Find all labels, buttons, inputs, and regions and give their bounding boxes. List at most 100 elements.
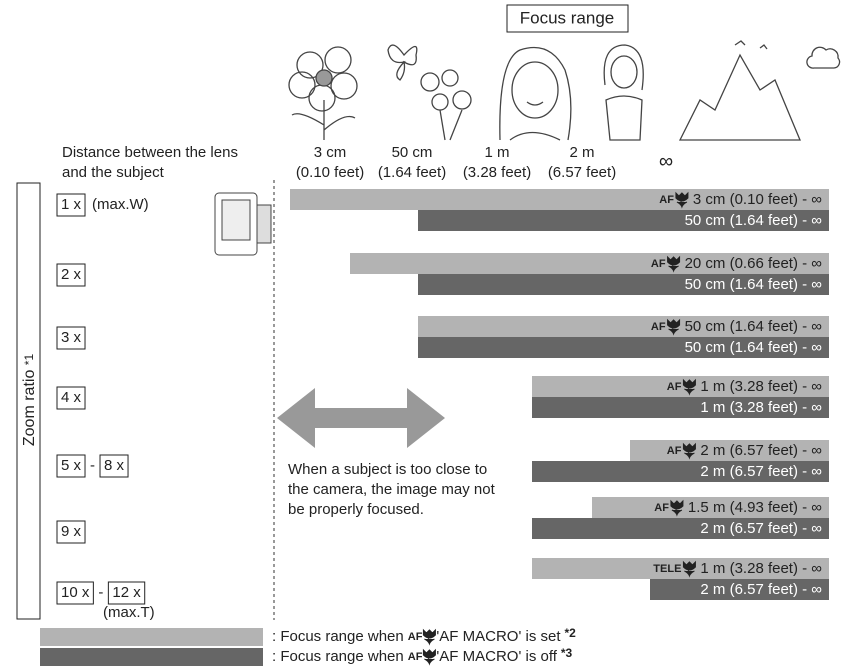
legend-footnote: *3 (561, 646, 573, 660)
macro-prefix: AF (667, 445, 682, 457)
macro-icon (670, 499, 684, 517)
macro-bar (350, 253, 829, 274)
zoom-separator: - (90, 457, 95, 474)
zoom-note: *1 (22, 354, 36, 366)
note-line: be properly focused. (288, 501, 424, 518)
distance-label: (0.10 feet) (296, 164, 364, 181)
person-far (603, 44, 644, 141)
title: Focus range (520, 8, 615, 27)
macro-range: 50 cm (1.64 feet) - ∞ (685, 318, 823, 335)
normal-bar (650, 579, 829, 600)
zoom-box (107, 581, 146, 605)
macro-bar (592, 497, 829, 518)
macro-icon (667, 255, 681, 273)
normal-range: 50 cm (1.64 feet) - ∞ (685, 212, 823, 229)
macro-icon (422, 648, 436, 666)
legend-text: 'AF MACRO' is off (436, 648, 557, 665)
zoom-box (99, 454, 129, 478)
normal-range: 2 m (6.57 feet) - ∞ (700, 520, 822, 537)
normal-range: 50 cm (1.64 feet) - ∞ (685, 339, 823, 356)
zoom-box (56, 193, 86, 217)
zoom-separator: - (98, 584, 103, 601)
macro-bar (630, 440, 829, 461)
macro-prefix: AF (667, 381, 682, 393)
normal-bar (532, 397, 829, 418)
zoom-value: 12 x (112, 584, 141, 601)
zoom-value: 3 x (61, 329, 82, 346)
zoom-box (56, 520, 86, 544)
distance-label: 50 cm (392, 144, 433, 161)
legend-prefix: AF (408, 631, 423, 643)
normal-bar (532, 518, 829, 539)
legend-text: : Focus range when (272, 628, 404, 645)
macro-range: 2 m (6.57 feet) - ∞ (700, 442, 822, 459)
macro-icon (675, 191, 689, 209)
zoom-box (56, 454, 86, 478)
normal-range: 1 m (3.28 feet) - ∞ (700, 399, 822, 416)
normal-bar (418, 274, 829, 295)
legend-prefix: AF (408, 651, 423, 663)
legend-swatch (40, 628, 263, 646)
zoom-value: 9 x (61, 523, 82, 540)
macro-prefix: AF (651, 321, 666, 333)
distance-label: (1.64 feet) (378, 164, 446, 181)
macro-range: 3 cm (0.10 feet) - ∞ (693, 191, 822, 208)
macro-range: 1 m (3.28 feet) - ∞ (700, 378, 822, 395)
zoom-value: 5 x (61, 457, 82, 474)
macro-prefix: AF (654, 502, 669, 514)
zoom-axis-label: Zoom ratio *1 (21, 354, 38, 447)
normal-range: 2 m (6.57 feet) - ∞ (700, 581, 822, 598)
macro-bar (532, 558, 829, 579)
normal-bar (418, 337, 829, 358)
macro-prefix: AF (651, 258, 666, 270)
zoom-value: 10 x (61, 584, 90, 601)
person-near (499, 46, 572, 141)
zoom-value: 8 x (104, 457, 125, 474)
normal-bar (532, 461, 829, 482)
normal-range: 50 cm (1.64 feet) - ∞ (685, 276, 823, 293)
flower (288, 46, 358, 140)
normal-range: 2 m (6.57 feet) - ∞ (700, 463, 822, 480)
distance-label: (6.57 feet) (548, 164, 616, 181)
camera (214, 192, 272, 256)
title-box (506, 4, 629, 33)
macro-icon (682, 442, 696, 460)
distance-label: (3.28 feet) (463, 164, 531, 181)
macro-prefix: TELE (653, 563, 681, 575)
zoom-box (56, 326, 86, 350)
distance-label: 3 cm (314, 144, 347, 161)
macro-bar (418, 316, 829, 337)
zoom-value: 2 x (61, 266, 82, 283)
macro-range: 20 cm (0.66 feet) - ∞ (685, 255, 823, 272)
legend-footnote: *2 (565, 626, 577, 640)
zoom-box (56, 581, 94, 605)
macro-icon (422, 628, 436, 646)
butterfly (387, 44, 472, 141)
macro-icon (667, 318, 681, 336)
macro-bar (532, 376, 829, 397)
macro-prefix: AF (659, 194, 674, 206)
double-arrow (277, 388, 445, 448)
macro-bar (290, 189, 829, 210)
zoom-note: (max.T) (103, 604, 155, 621)
macro-icon (682, 560, 696, 578)
macro-range: 1 m (3.28 feet) - ∞ (700, 560, 822, 577)
legend-text: 'AF MACRO' is set (436, 628, 561, 645)
legend-text: : Focus range when (272, 648, 404, 665)
illustrations (288, 40, 841, 141)
distance-caption: Distance between the lens (62, 144, 238, 161)
zoom-value: 4 x (61, 389, 82, 406)
distance-label: 2 m (569, 144, 594, 161)
zoom-label: Zoom ratio (21, 370, 38, 447)
zoom-value: 1 x (61, 196, 82, 213)
note-line: When a subject is too close to (288, 461, 487, 478)
note-line: the camera, the image may not (288, 481, 496, 498)
legend-swatch (40, 648, 263, 666)
zoom-axis-box (16, 182, 41, 620)
macro-icon (682, 378, 696, 396)
normal-bar (418, 210, 829, 231)
macro-range: 1.5 m (4.93 feet) - ∞ (688, 499, 822, 516)
zoom-box (56, 386, 86, 410)
distance-caption: and the subject (62, 164, 165, 181)
